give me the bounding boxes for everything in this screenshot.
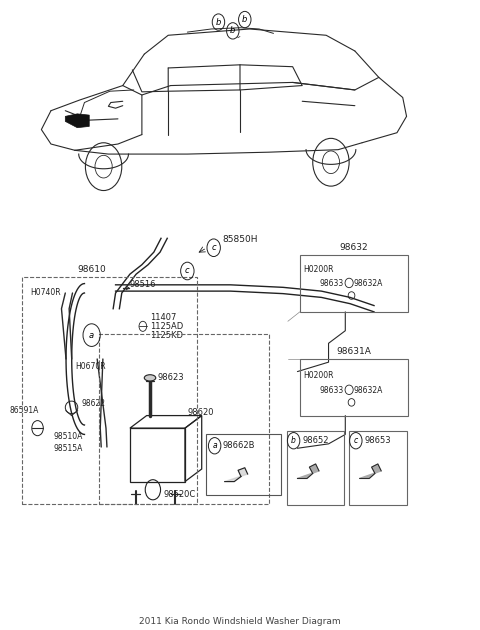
Text: b: b <box>230 26 236 35</box>
Text: 98516: 98516 <box>130 280 156 289</box>
Text: H0200R: H0200R <box>303 372 334 381</box>
Polygon shape <box>360 464 381 478</box>
Text: 98632: 98632 <box>339 243 368 252</box>
Text: 98632A: 98632A <box>354 386 384 395</box>
Text: a: a <box>89 331 94 340</box>
Text: 98620: 98620 <box>187 408 214 417</box>
Text: 98515A: 98515A <box>53 444 83 453</box>
Text: 98633: 98633 <box>320 279 344 288</box>
Text: 98632A: 98632A <box>354 279 384 288</box>
Polygon shape <box>65 114 89 128</box>
Text: 98633: 98633 <box>320 386 344 395</box>
Text: 98653: 98653 <box>364 436 391 445</box>
Text: 2011 Kia Rondo Windshield Washer Diagram: 2011 Kia Rondo Windshield Washer Diagram <box>139 617 341 626</box>
Text: b: b <box>291 436 296 445</box>
Text: c: c <box>185 266 190 275</box>
Text: H0670R: H0670R <box>75 362 106 371</box>
Text: 98662B: 98662B <box>222 441 255 450</box>
Text: 11407: 11407 <box>150 313 176 322</box>
Polygon shape <box>225 467 248 481</box>
Text: a: a <box>212 441 217 450</box>
Text: 98652: 98652 <box>302 436 329 445</box>
Text: H0200R: H0200R <box>303 265 334 273</box>
Text: H0740R: H0740R <box>30 289 61 297</box>
Text: 85850H: 85850H <box>222 234 258 244</box>
Polygon shape <box>298 464 319 478</box>
Text: 98520C: 98520C <box>163 490 196 499</box>
Text: 98631A: 98631A <box>336 347 371 356</box>
Text: 98622: 98622 <box>81 399 105 408</box>
Text: b: b <box>242 15 248 24</box>
Text: c: c <box>211 243 216 252</box>
Text: 98623: 98623 <box>157 374 184 382</box>
Ellipse shape <box>144 375 156 381</box>
Text: 1125KD: 1125KD <box>150 331 183 340</box>
Text: 98510A: 98510A <box>53 432 83 442</box>
Text: 86591A: 86591A <box>9 406 39 415</box>
Text: b: b <box>216 18 221 26</box>
Text: 1125AD: 1125AD <box>150 322 183 331</box>
Text: c: c <box>354 436 358 445</box>
Text: 98610: 98610 <box>77 265 106 274</box>
